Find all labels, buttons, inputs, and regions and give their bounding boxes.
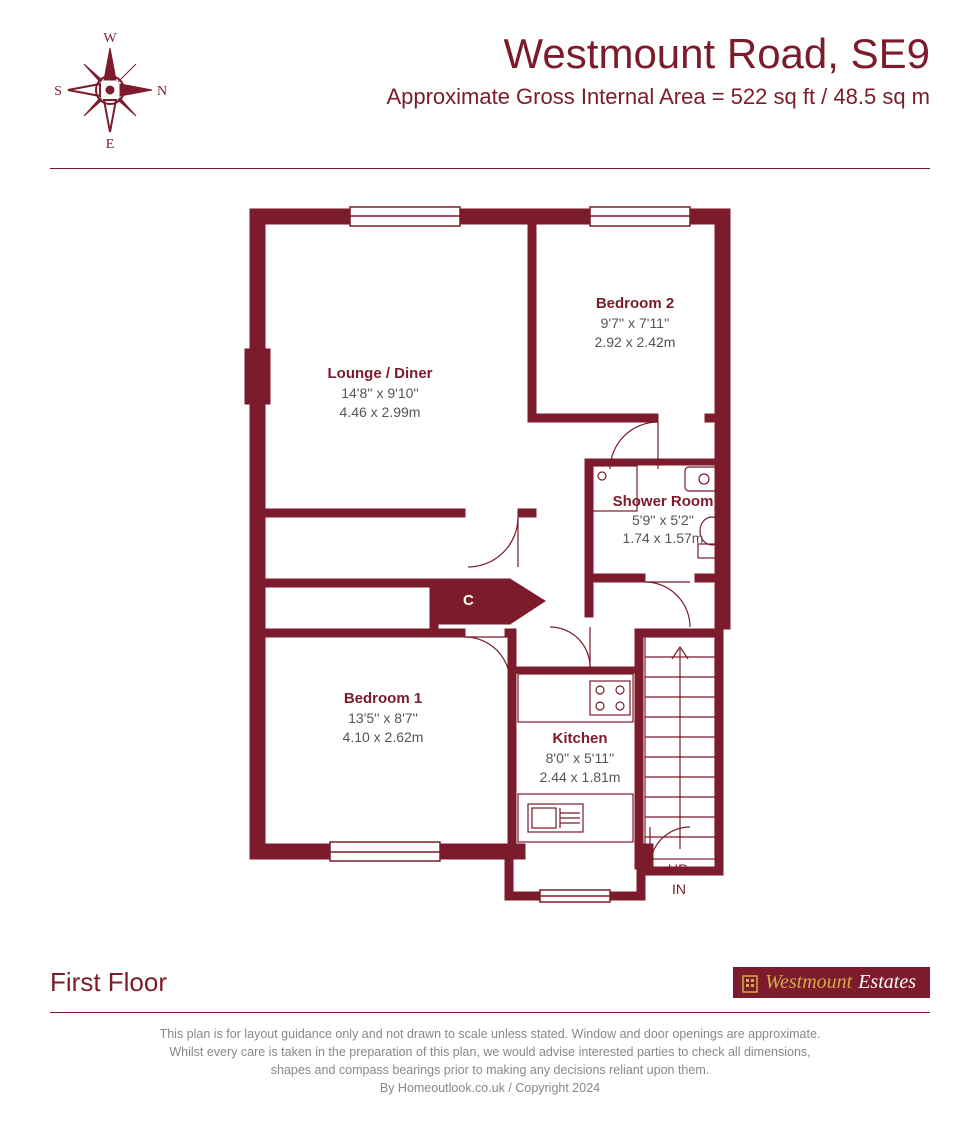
room-bedroom-1: Bedroom 1 13'5'' x 8'7'' 4.10 x 2.62m	[308, 689, 458, 747]
floor-name: First Floor	[50, 967, 167, 998]
room-dim-imp: 8'0'' x 5'11''	[520, 749, 640, 768]
compass-s: S	[54, 84, 62, 99]
room-dim-m: 2.92 x 2.42m	[560, 333, 710, 352]
disclaimer-line: This plan is for layout guidance only an…	[50, 1025, 930, 1043]
room-lounge: Lounge / Diner 14'8'' x 9'10'' 4.46 x 2.…	[300, 364, 460, 422]
floorplan-svg	[50, 199, 930, 929]
room-dim-imp: 5'9'' x 5'2''	[598, 511, 728, 530]
closet-label: C	[463, 592, 474, 609]
compass-w: W	[103, 31, 117, 46]
page-subtitle: Approximate Gross Internal Area = 522 sq…	[190, 84, 930, 110]
brand-main: Westmount	[765, 971, 852, 994]
stair-in-label: IN	[672, 881, 686, 897]
room-bedroom-2: Bedroom 2 9'7'' x 7'11'' 2.92 x 2.42m	[560, 294, 710, 352]
disclaimer-line: shapes and compass bearings prior to mak…	[50, 1061, 930, 1079]
room-dim-imp: 9'7'' x 7'11''	[560, 314, 710, 333]
room-name: Shower Room	[598, 494, 728, 511]
compass-e: E	[106, 137, 115, 150]
room-dim-imp: 13'5'' x 8'7''	[308, 709, 458, 728]
stair-up-label: UP	[668, 861, 687, 877]
room-shower: Shower Room 5'9'' x 5'2'' 1.74 x 1.57m	[598, 494, 728, 548]
disclaimer-line: By Homeoutlook.co.uk / Copyright 2024	[50, 1079, 930, 1097]
floorplan: Lounge / Diner 14'8'' x 9'10'' 4.46 x 2.…	[50, 199, 930, 959]
room-dim-imp: 14'8'' x 9'10''	[300, 384, 460, 403]
compass-icon: W E S N	[50, 30, 170, 150]
title-block: Westmount Road, SE9 Approximate Gross In…	[170, 30, 930, 110]
page: W E S N Westmount Road, SE9 Approximate …	[0, 0, 980, 1124]
disclaimer-line: Whilst every care is taken in the prepar…	[50, 1043, 930, 1061]
brand-icon	[741, 972, 759, 994]
room-dim-m: 1.74 x 1.57m	[598, 529, 728, 548]
footer-row: First Floor Westmount Estates	[50, 967, 930, 1013]
header: W E S N Westmount Road, SE9 Approximate …	[50, 30, 930, 169]
room-name: Bedroom 2	[560, 294, 710, 314]
brand-badge: Westmount Estates	[733, 967, 930, 998]
room-dim-m: 2.44 x 1.81m	[520, 768, 640, 787]
room-dim-m: 4.10 x 2.62m	[308, 728, 458, 747]
room-name: Bedroom 1	[308, 689, 458, 709]
room-kitchen: Kitchen 8'0'' x 5'11'' 2.44 x 1.81m	[520, 729, 640, 787]
brand-sub: Estates	[858, 971, 916, 994]
compass-n: N	[157, 84, 167, 99]
room-name: Lounge / Diner	[300, 364, 460, 384]
page-title: Westmount Road, SE9	[190, 30, 930, 78]
room-name: Kitchen	[520, 729, 640, 749]
room-dim-m: 4.46 x 2.99m	[300, 403, 460, 422]
disclaimer: This plan is for layout guidance only an…	[50, 1025, 930, 1098]
